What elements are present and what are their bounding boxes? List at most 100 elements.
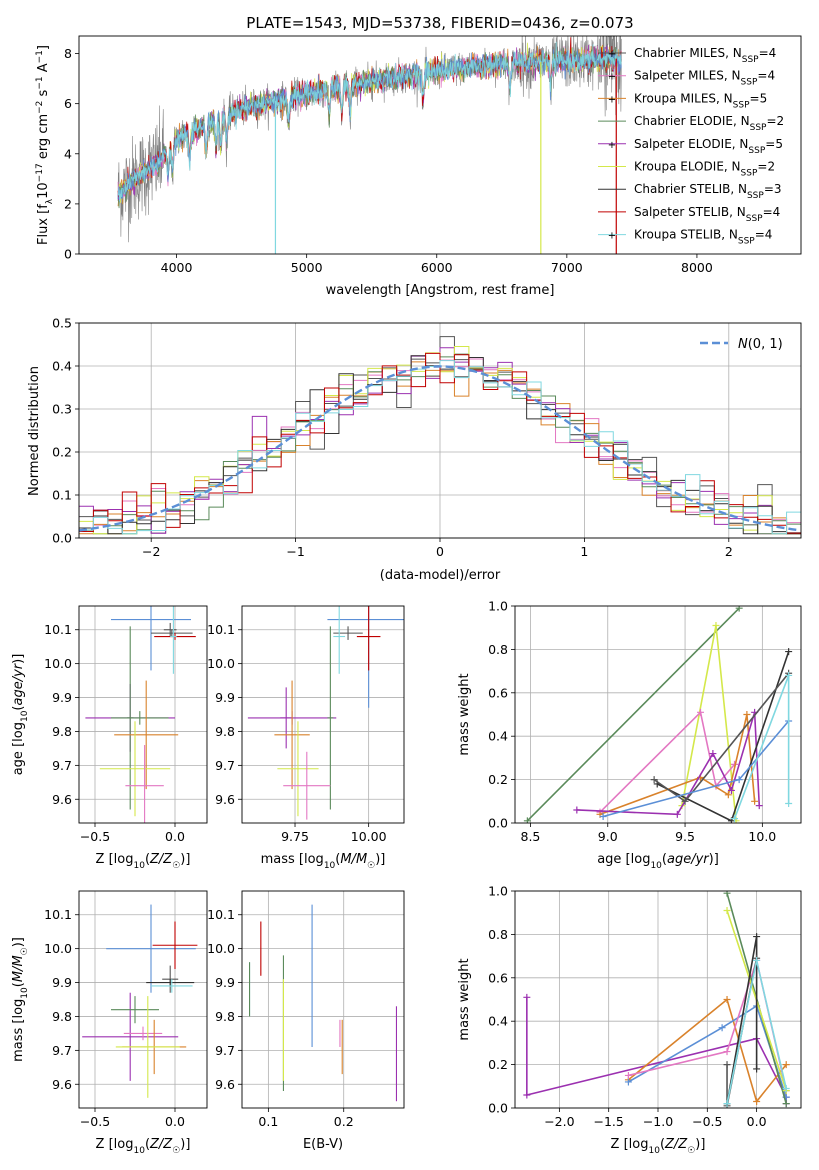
- series-marker: [697, 708, 705, 716]
- y-tick-label: 9.7: [215, 1043, 235, 1058]
- y-tick-label: 0.0: [52, 531, 72, 546]
- x-tick-label: −2.0: [544, 1114, 574, 1129]
- y-tick-label: 0: [64, 247, 72, 262]
- legend: + Chabrier MILES, NSSP=4+ Salpeter MILES, …: [598, 46, 784, 247]
- y-tick-label: 9.7: [52, 758, 72, 773]
- series-marker: [599, 812, 607, 820]
- y-tick-label: 0.4: [488, 729, 508, 744]
- series-marker: [624, 1078, 632, 1086]
- label-part: )]: [180, 852, 190, 867]
- legend-marker: +: [608, 94, 616, 105]
- label-part: =4: [757, 69, 775, 83]
- axes-frame: [78, 322, 802, 539]
- label-part: (: [662, 852, 667, 867]
- label-part: Z [log: [96, 852, 134, 867]
- series-marker: [723, 1061, 731, 1069]
- y-tick-label: 0.4: [488, 1014, 508, 1029]
- series-marker: [735, 606, 743, 612]
- axes-age-vs-mass: 9.75 10.00 9.6 9.7 9.8 9.9 10.0 10.1: [207, 605, 405, 844]
- legend-label: Salpeter STELIB, NSSP=4: [634, 205, 780, 224]
- series-marker: [753, 1065, 761, 1073]
- series-marker: [709, 750, 717, 758]
- label-part: ]: [36, 45, 51, 50]
- x-tick-label: 7000: [551, 260, 583, 275]
- label-part: SSP: [746, 214, 763, 224]
- y-tick-label: 0.2: [488, 772, 508, 787]
- y-tick-label: 9.8: [52, 1009, 72, 1024]
- y-tick-label: 0.8: [488, 642, 508, 657]
- series-marker: [785, 671, 793, 679]
- axes-mass-vs-EBV: 0.1 0.2 9.6 9.7 9.8 9.9 10.0 10.1: [207, 890, 405, 1129]
- x-tick-label: 8000: [681, 260, 713, 275]
- x-tick-label: −1: [286, 544, 304, 559]
- y-tick-label: 9.6: [215, 1077, 235, 1092]
- label-part: =2: [757, 160, 775, 174]
- axes-frame: [78, 35, 802, 255]
- label-part: =5: [765, 137, 783, 151]
- series-marker: [753, 933, 761, 941]
- y-tick-label: 8: [64, 46, 72, 61]
- label-part: Chabrier STELIB, N: [634, 182, 747, 196]
- series-marker: [785, 799, 793, 807]
- legend-marker: +: [608, 140, 616, 151]
- series-marker: [782, 1100, 790, 1108]
- label-part: SSP: [748, 146, 765, 156]
- y-tick-label: 10.0: [207, 941, 235, 956]
- label-part: )]: [11, 654, 26, 664]
- x-tick-label: 0.0: [747, 1114, 767, 1129]
- plot-area: [247, 606, 404, 820]
- y-tick-label: 0.2: [52, 445, 72, 460]
- label-part: mass [log: [11, 999, 26, 1062]
- x-axis-label: wavelength [Angstrom, rest frame]: [326, 283, 555, 298]
- y-tick-label: 9.8: [52, 724, 72, 739]
- label-part: −2: [35, 101, 45, 114]
- series-marker: [712, 622, 720, 630]
- y-tick-label: 10.1: [44, 622, 72, 637]
- label-part: erg cm: [36, 114, 51, 163]
- x-tick-label: −0.5: [692, 1114, 722, 1129]
- axes-frame: [78, 890, 208, 1109]
- y-tick-label: 10.1: [207, 622, 235, 637]
- label-part: )]: [11, 937, 26, 947]
- x-axis-label: Z [log10(Z/Z☉)]: [96, 852, 191, 871]
- label-part: (0, 1): [748, 337, 783, 352]
- legend-label: Chabrier MILES, NSSP=4: [634, 46, 776, 65]
- label-part: ☉: [20, 947, 30, 955]
- series-marker: [624, 1071, 632, 1079]
- y-tick-label: 0.6: [488, 970, 508, 985]
- label-part: SSP: [750, 123, 767, 133]
- label-part: SSP: [741, 169, 758, 179]
- label-part: )]: [709, 852, 719, 867]
- x-axis-label: E(B-V): [303, 1137, 343, 1152]
- x-tick-label: 10.0: [748, 829, 776, 844]
- series-marker: [673, 810, 681, 818]
- label-part: Z/Z: [149, 852, 173, 867]
- label-part: E(B-V): [303, 1137, 343, 1152]
- label-part: λ: [45, 198, 55, 204]
- y-tick-label: 0.6: [488, 685, 508, 700]
- series-marker: [723, 891, 731, 897]
- x-tick-label: −1.5: [594, 1114, 624, 1129]
- mass-weight-series: [599, 710, 736, 813]
- label-part: (: [145, 1137, 150, 1152]
- legend-label: Kroupa ELODIE, NSSP=2: [634, 160, 775, 179]
- model-spectrum: [117, 41, 622, 202]
- residual-histogram: [79, 352, 801, 538]
- label-part: age/yr: [667, 852, 710, 867]
- mass-weight-series: [526, 997, 788, 1104]
- axes-frame: [514, 605, 802, 824]
- x-tick-label: −0.5: [80, 829, 110, 844]
- y-tick-label: 9.6: [52, 792, 72, 807]
- label-part: 10: [650, 861, 662, 871]
- label-part: Flux [f: [36, 204, 51, 245]
- plot-area: [248, 904, 398, 1102]
- label-part: Kroupa ELODIE, N: [634, 160, 741, 174]
- mass-weight-series: [576, 712, 761, 816]
- x-tick-label: −2: [142, 544, 160, 559]
- series-marker: [731, 815, 739, 823]
- y-tick-label: 0.0: [488, 816, 508, 831]
- label-part: Salpeter ELODIE, N: [634, 137, 748, 151]
- series-marker: [753, 956, 761, 964]
- y-axis-label: mass [log10(M/M☉)]: [11, 937, 30, 1062]
